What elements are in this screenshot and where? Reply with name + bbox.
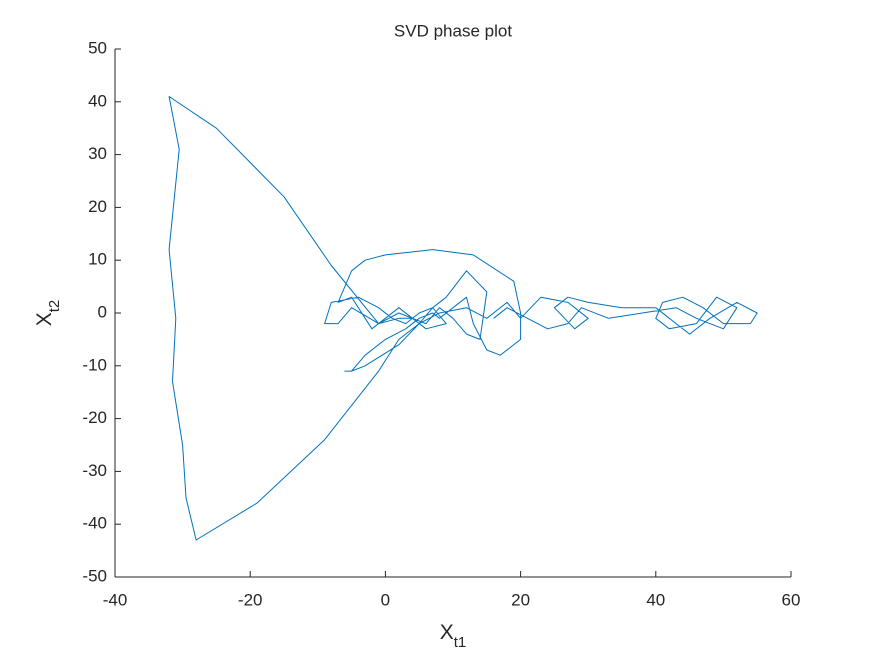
y-tick-label: -30 — [82, 461, 107, 480]
y-label-subscript: t2 — [46, 300, 63, 313]
x-tick-label: 40 — [646, 590, 665, 609]
x-tick-label: 0 — [381, 590, 390, 609]
y-tick-label: 10 — [88, 250, 107, 269]
y-tick-label: 20 — [88, 197, 107, 216]
data-line — [168, 96, 758, 541]
y-tick-label: -50 — [82, 566, 107, 585]
x-label-base: X — [440, 621, 454, 644]
y-axis-label: Xt2 — [33, 300, 63, 327]
x-tick-label: 60 — [782, 590, 801, 609]
y-tick-label: 50 — [88, 38, 107, 57]
x-axis-label: Xt1 — [440, 621, 467, 651]
x-label-subscript: t1 — [454, 634, 467, 651]
x-tick-label: 20 — [511, 590, 530, 609]
x-tick-label: -40 — [103, 590, 128, 609]
y-tick-label: -40 — [82, 514, 107, 533]
y-tick-label: 30 — [88, 144, 107, 163]
y-tick-label: 0 — [98, 302, 107, 321]
y-tick-label: -10 — [82, 355, 107, 374]
y-label-base: X — [33, 312, 56, 326]
y-tick-label: -20 — [82, 408, 107, 427]
chart-title: SVD phase plot — [394, 21, 512, 40]
x-tick-label: -20 — [238, 590, 263, 609]
y-tick-label: 40 — [88, 91, 107, 110]
